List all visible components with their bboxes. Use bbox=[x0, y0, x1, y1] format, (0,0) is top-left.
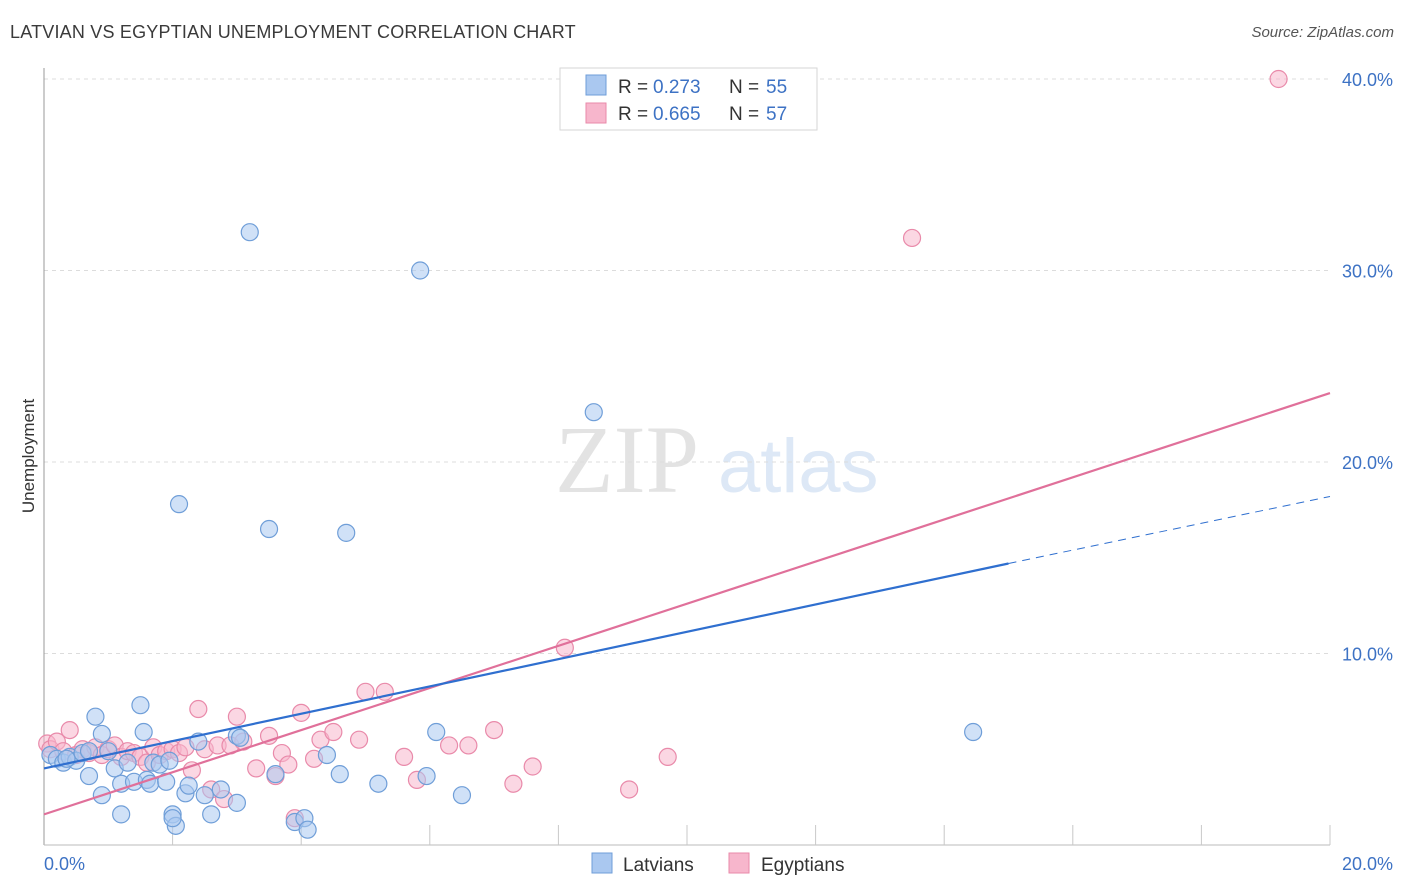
latvian-point-9 bbox=[79, 766, 99, 786]
egyptian-point-4 bbox=[60, 720, 79, 740]
legend-n-label-latvians: N = bbox=[729, 77, 759, 98]
latvian-point-7 bbox=[86, 707, 105, 726]
legend-n-value-latvians: 55 bbox=[766, 77, 787, 98]
latvian-point-41 bbox=[317, 745, 337, 765]
latvian-point-16 bbox=[131, 696, 150, 715]
latvian-point-30 bbox=[195, 786, 214, 805]
y-tick-label-30: 30.0% bbox=[1342, 262, 1393, 282]
legend-r-label-egyptians: R = bbox=[618, 104, 648, 125]
latvian-point-36 bbox=[259, 519, 279, 539]
latvian-point-17 bbox=[134, 722, 153, 742]
grid bbox=[44, 78, 1330, 654]
latvian-point-44 bbox=[369, 774, 388, 793]
trend-lines bbox=[43, 392, 1331, 816]
watermark-atlas: atlas bbox=[718, 424, 879, 509]
latvian-point-37 bbox=[266, 765, 285, 784]
legend-r-label-latvians: R = bbox=[618, 77, 648, 98]
egyptian-point-55 bbox=[902, 228, 922, 248]
latvian-point-53 bbox=[163, 809, 182, 828]
latvian-point-48 bbox=[452, 786, 472, 805]
egyptian-point-54 bbox=[658, 747, 677, 767]
egyptians-trend-line bbox=[43, 392, 1331, 816]
latvian-point-43 bbox=[337, 523, 356, 542]
legend-r-value-egyptians: 0.665 bbox=[653, 104, 701, 125]
egyptian-point-32 bbox=[247, 759, 266, 778]
y-tick-label-20: 20.0% bbox=[1342, 453, 1393, 473]
latvian-point-42 bbox=[330, 765, 349, 784]
legend-r-value-latvians: 0.273 bbox=[653, 77, 701, 98]
x-tick-label-max: 20.0% bbox=[1342, 854, 1393, 874]
egyptian-point-56 bbox=[1269, 69, 1288, 89]
egyptian-point-53 bbox=[620, 780, 639, 799]
x-tick-marks bbox=[172, 825, 1331, 845]
bottom-legend-swatch-latvians bbox=[591, 852, 613, 874]
legend-n-label-egyptians: N = bbox=[729, 104, 759, 125]
latvian-point-52 bbox=[112, 805, 131, 824]
latvian-point-33 bbox=[227, 793, 246, 812]
egyptian-point-50 bbox=[504, 774, 523, 793]
y-tick-label-10: 10.0% bbox=[1342, 645, 1393, 665]
latvian-point-46 bbox=[417, 766, 436, 786]
bottom-legend-label-latvians: Latvians bbox=[623, 855, 694, 876]
y-tick-labels: 10.0% 20.0% 30.0% 40.0% bbox=[1342, 70, 1393, 665]
egyptian-point-45 bbox=[394, 747, 414, 767]
latvian-point-47 bbox=[427, 722, 446, 742]
egyptian-point-51 bbox=[523, 757, 542, 776]
egyptian-point-48 bbox=[459, 736, 478, 755]
latvians-points bbox=[41, 223, 983, 839]
egyptian-point-47 bbox=[439, 736, 459, 755]
legend-swatch-latvians bbox=[585, 74, 607, 96]
y-axis-title: Unemployment bbox=[19, 399, 38, 514]
egyptian-point-24 bbox=[189, 699, 208, 719]
x-tick-label-min: 0.0% bbox=[44, 854, 85, 874]
egyptian-point-42 bbox=[349, 730, 369, 749]
latvian-point-49 bbox=[584, 403, 603, 422]
latvians-trend-extension bbox=[1008, 495, 1331, 564]
bottom-legend-label-egyptians: Egyptians bbox=[761, 855, 844, 876]
latvian-point-32 bbox=[211, 780, 230, 799]
latvian-point-8 bbox=[92, 724, 111, 744]
y-tick-label-40: 40.0% bbox=[1342, 70, 1393, 90]
latvians-trend-line bbox=[43, 562, 1009, 770]
egyptian-point-41 bbox=[324, 722, 343, 742]
latvian-point-23 bbox=[160, 751, 179, 770]
legend-swatch-egyptians bbox=[585, 102, 607, 124]
stats-legend: R = 0.273 N = 55 R = 0.665 N = 57 bbox=[559, 67, 818, 131]
egyptian-point-30 bbox=[227, 707, 246, 726]
latvian-point-35 bbox=[240, 223, 259, 242]
series-legend: Latvians Egyptians bbox=[591, 852, 844, 876]
watermark-zip: ZIP bbox=[555, 406, 699, 513]
latvian-point-54 bbox=[231, 728, 250, 747]
latvian-point-31 bbox=[202, 805, 221, 824]
chart-title: LATVIAN VS EGYPTIAN UNEMPLOYMENT CORRELA… bbox=[10, 22, 576, 42]
egyptian-point-36 bbox=[279, 755, 298, 774]
bottom-legend-swatch-egyptians bbox=[728, 852, 750, 874]
egyptian-point-52 bbox=[555, 638, 574, 657]
source-label: Source: ZipAtlas.com bbox=[1251, 24, 1394, 41]
latvian-point-40 bbox=[298, 820, 317, 839]
legend-n-value-egyptians: 57 bbox=[766, 104, 787, 125]
latvian-point-26 bbox=[169, 495, 189, 514]
egyptian-point-49 bbox=[485, 720, 504, 740]
latvian-point-45 bbox=[411, 261, 430, 280]
latvian-point-50 bbox=[964, 722, 983, 742]
latvian-point-28 bbox=[179, 776, 198, 795]
latvian-point-14 bbox=[118, 753, 137, 772]
